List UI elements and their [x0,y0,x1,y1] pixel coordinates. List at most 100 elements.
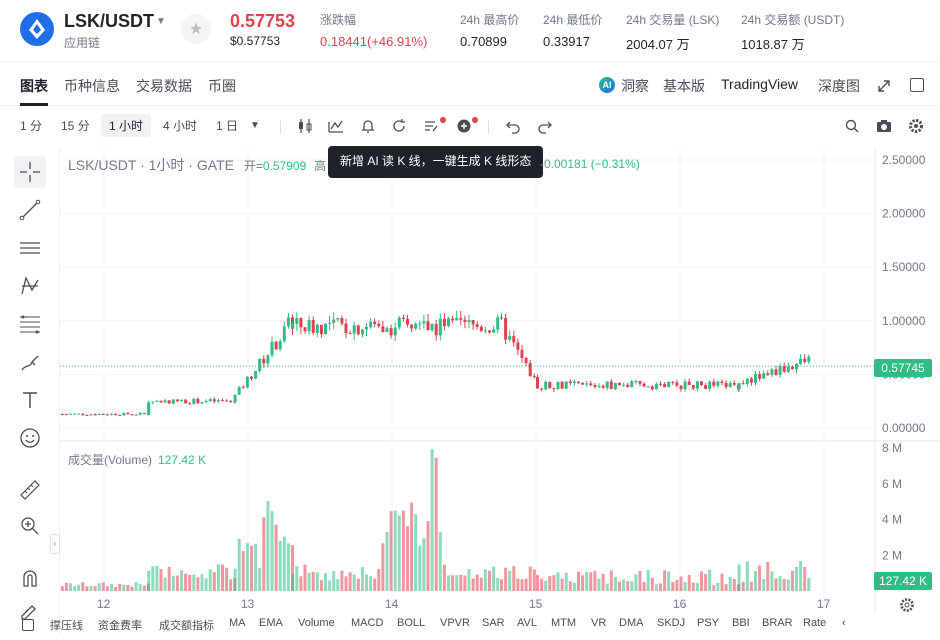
candle [299,317,303,328]
indicator-turnover[interactable]: 成交额指标 [159,620,214,632]
timeframe-1h[interactable]: 1 小时 [101,114,152,137]
indicator-volume[interactable]: Volume [298,617,335,629]
indicators-icon[interactable] [327,117,345,135]
indicator-rate[interactable]: Rate [803,617,827,629]
indicator-vr[interactable]: VR [591,617,607,629]
volume-bar [622,579,626,591]
volume-bar [671,582,675,591]
indicator-dma[interactable]: DMA [619,617,644,629]
indicator-avl[interactable]: AVL [517,617,537,629]
ai-kline-tooltip[interactable]: 新增 AI 读 K 线，一键生成 K 线形态 [328,146,544,178]
candle [536,377,539,389]
indicator-ma[interactable]: MA [229,617,246,629]
candle [508,335,512,340]
candle [93,414,97,416]
last-price-usd: $0.57753 [230,34,281,48]
tab-tradingview[interactable]: TradingView [721,76,799,92]
volume-bar [221,564,224,591]
ai-insight-icon[interactable]: AI [599,77,615,93]
candle [605,381,609,388]
volume-bar [85,586,89,591]
tab-depth[interactable]: 深度图 [818,78,860,94]
alert-icon[interactable] [359,117,377,135]
vol-lsk-label: 24h 交易量 (LSK) [626,13,720,27]
chart-settings-icon[interactable] [898,596,916,614]
crosshair-icon[interactable] [14,156,46,188]
volume-bar [389,511,393,591]
candle [638,381,642,384]
zoom-in-icon[interactable] [14,510,46,542]
candle [356,325,360,335]
indicator-skdj[interactable]: SKDJ [657,617,686,629]
indicator-toggle-icon[interactable] [22,619,34,631]
indicator-brar[interactable]: BRAR [762,617,793,629]
candle [311,320,315,333]
search-icon[interactable] [843,117,861,135]
settings-gear-icon[interactable] [907,117,925,135]
volume-bar [795,566,798,591]
timeframe-dropdown-icon[interactable]: ▼ [250,120,260,131]
window-icon[interactable] [910,78,924,92]
indicator-bbi[interactable]: BBI [732,617,750,629]
trendline-icon[interactable] [14,194,46,226]
volume-bar [724,584,728,591]
emoji-icon[interactable] [14,422,46,454]
chart-canvas[interactable]: 2.500002.000001.500001.000000.500000.000… [60,148,940,635]
volume-bar [184,573,188,591]
ruler-icon[interactable] [14,474,46,506]
volume-bar [163,577,167,591]
candle [737,383,741,390]
pair-dropdown-icon[interactable]: ▼ [156,16,166,27]
tab-coin-info[interactable]: 币种信息 [64,78,120,94]
tab-chart[interactable]: 图表 [20,78,48,106]
candle [118,415,122,417]
indicator-vpvr[interactable]: VPVR [440,617,470,629]
volume-bar [101,582,105,591]
chart-toolbar: 1 分 15 分 1 小时 4 小时 1 日 ▼ [0,108,940,144]
undo-icon[interactable] [504,117,522,135]
volume-bar [307,572,311,591]
timeframe-1d[interactable]: 1 日 [216,119,239,133]
indicator-more-icon[interactable]: ‹ [842,617,846,629]
candlestick-chart[interactable]: 2.500002.000001.500001.000000.500000.000… [60,148,940,635]
tab-insight[interactable]: 洞察 [621,78,649,94]
tab-trade-data[interactable]: 交易数据 [136,78,192,94]
pair-name[interactable]: LSK/USDT [64,11,154,31]
add-icon[interactable] [455,117,473,135]
collapse-arrow-icon[interactable]: ‹ [50,534,60,554]
brush-icon[interactable] [14,346,46,378]
volume-bar [134,582,138,591]
indicator-macd[interactable]: MACD [351,617,384,629]
last-price: 0.57753 [230,11,296,31]
indicator-mtm[interactable]: MTM [551,617,577,629]
horizontal-lines-icon[interactable] [14,232,46,264]
redo-icon[interactable] [536,117,554,135]
volume-bar [528,566,532,591]
fibonacci-icon[interactable] [14,308,46,340]
ai-pattern-icon[interactable] [422,117,440,135]
indicator-boll[interactable]: BOLL [397,617,426,629]
indicator-support[interactable]: 撑压线 [50,620,83,632]
tab-community[interactable]: 币圈 [208,78,236,94]
indicator-funding[interactable]: 资金费率 [98,620,142,632]
tab-basic[interactable]: 基本版 [663,78,705,94]
candle [319,324,323,335]
indicator-sar[interactable]: SAR [482,617,505,629]
candle [659,383,662,385]
timeframe-1m[interactable]: 1 分 [20,119,43,133]
camera-icon[interactable] [875,117,893,135]
pencil-lock-icon[interactable] [14,598,46,622]
volume-bar [167,566,171,591]
indicator-psy[interactable]: PSY [697,617,720,629]
magnet-icon[interactable] [14,562,46,594]
favorite-star-icon[interactable]: ★ [181,14,211,44]
replay-icon[interactable] [390,117,408,135]
volume-bar [262,517,266,591]
timeframe-15m[interactable]: 15 分 [61,119,90,133]
pattern-tool-icon[interactable] [14,270,46,302]
expand-icon[interactable] [876,78,892,94]
candle-type-icon[interactable] [296,117,314,135]
timeframe-4h[interactable]: 4 小时 [163,119,198,133]
text-tool-icon[interactable] [14,384,46,416]
indicator-ema[interactable]: EMA [259,617,283,629]
